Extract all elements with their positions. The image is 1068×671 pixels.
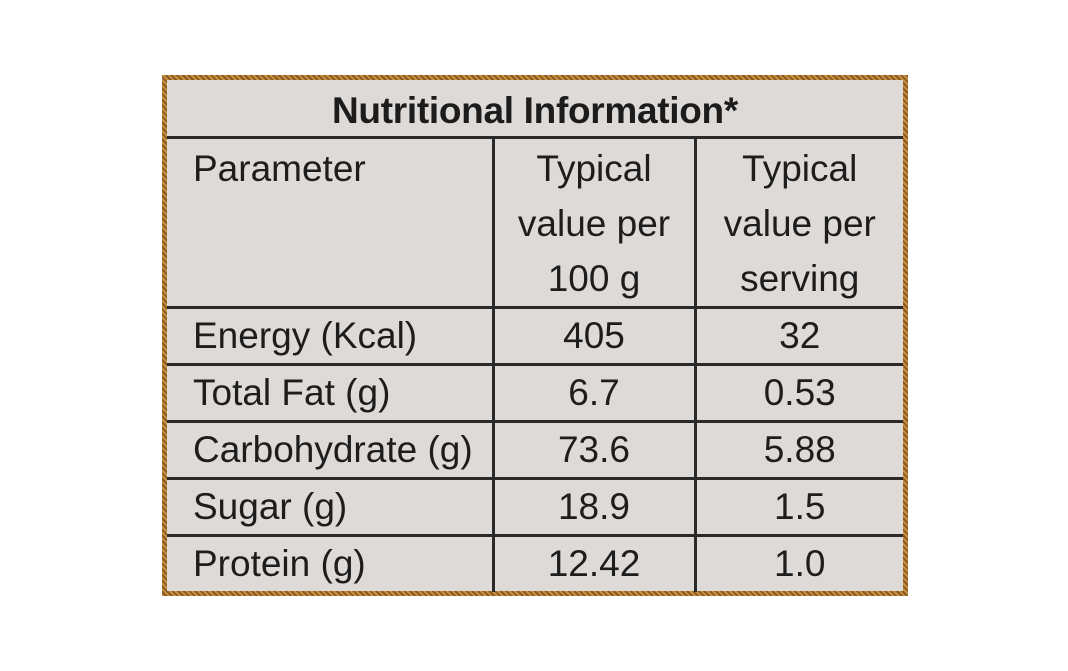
nutrition-table: Parameter Typical value per 100 g Typica… xyxy=(167,136,903,592)
row-per-100g: 6.7 xyxy=(491,363,695,422)
header-per-serving: Typical value per serving xyxy=(693,136,903,308)
header-per-serving-line: serving xyxy=(740,258,860,299)
row-parameter: Protein (g) xyxy=(167,534,493,592)
row-parameter: Sugar (g) xyxy=(167,477,493,536)
row-per-serving: 1.0 xyxy=(693,534,903,592)
header-parameter: Parameter xyxy=(167,136,493,308)
header-per-100g-line: 100 g xyxy=(547,258,641,299)
header-per-serving-line: Typical xyxy=(742,148,858,189)
row-per-serving: 5.88 xyxy=(693,420,903,479)
nutrition-panel: Nutritional Information* Parameter Typic… xyxy=(167,80,903,592)
row-per-100g: 73.6 xyxy=(491,420,695,479)
table-row: Total Fat (g) 6.7 0.53 xyxy=(167,363,903,422)
header-per-100g-line: value per xyxy=(517,203,671,244)
row-per-100g: 405 xyxy=(491,306,695,365)
header-per-serving-line: value per xyxy=(723,203,876,244)
nutrition-title: Nutritional Information* xyxy=(332,90,738,131)
table-row: Carbohydrate (g) 73.6 5.88 xyxy=(167,420,903,479)
table-row: Sugar (g) 18.9 1.5 xyxy=(167,477,903,536)
header-per-100g-line: Typical xyxy=(536,148,652,189)
nutrition-label: Nutritional Information* Parameter Typic… xyxy=(162,75,908,596)
row-per-serving: 0.53 xyxy=(693,363,903,422)
table-row: Protein (g) 12.42 1.0 xyxy=(167,534,903,592)
row-per-serving: 32 xyxy=(693,306,903,365)
table-header-row: Parameter Typical value per 100 g Typica… xyxy=(167,136,903,308)
row-parameter: Total Fat (g) xyxy=(167,363,493,422)
table-row: Energy (Kcal) 405 32 xyxy=(167,306,903,365)
row-parameter: Energy (Kcal) xyxy=(167,306,493,365)
row-parameter: Carbohydrate (g) xyxy=(167,420,493,479)
header-per-100g: Typical value per 100 g xyxy=(491,136,695,308)
row-per-100g: 18.9 xyxy=(491,477,695,536)
row-per-serving: 1.5 xyxy=(693,477,903,536)
row-per-100g: 12.42 xyxy=(491,534,695,592)
